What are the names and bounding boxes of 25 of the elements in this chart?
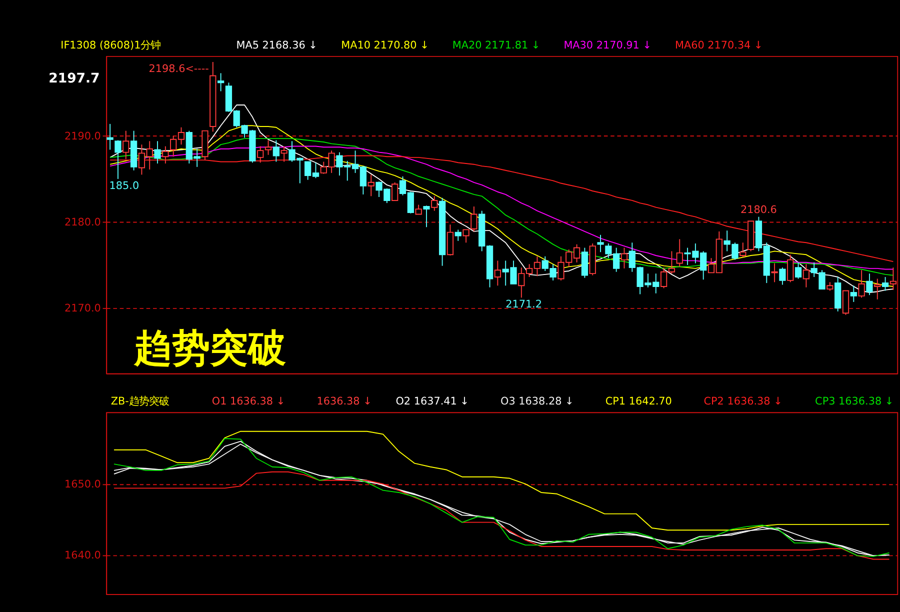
chart-title: IF1308 (8608)1分钟 (60, 39, 161, 52)
y-tick-label: 2180.0 (64, 216, 101, 228)
y-tick-label: 2190.0 (64, 130, 101, 142)
chart-title: ZB-趋势突破 (110, 396, 169, 408)
text: CP3 1636.38 ↓ (815, 396, 894, 408)
text: O2 1637.41 ↓ (396, 396, 469, 408)
annotation: 2198.6<---- (148, 62, 210, 75)
text: CP1 1642.70 (605, 396, 672, 408)
y-tick-label: 2170.0 (64, 302, 101, 314)
text: MA60 2170.34 ↓ (675, 39, 763, 52)
text: 2197.7 (48, 71, 100, 86)
text: MA30 2170.91 ↓ (564, 39, 652, 52)
text: MA20 2171.81 ↓ (452, 39, 540, 52)
text: MA10 2170.80 ↓ (341, 39, 429, 52)
annotation: 2171.2 (506, 298, 542, 310)
text: O1 1636.38 ↓ (212, 396, 286, 408)
annotation: 2180.6 (740, 204, 777, 216)
text: CP2 1636.38 ↓ (704, 396, 782, 408)
y-tick-label: 1650.0 (64, 478, 101, 490)
text: O3 1638.28 ↓ (500, 396, 574, 408)
annotation: 185.0 (109, 180, 140, 192)
annotation: 趋势突破 (132, 326, 286, 370)
text: 1636.38 ↓ (316, 396, 372, 408)
y-tick-label: 1640.0 (64, 549, 101, 562)
text: MA5 2168.36 ↓ (236, 39, 318, 52)
